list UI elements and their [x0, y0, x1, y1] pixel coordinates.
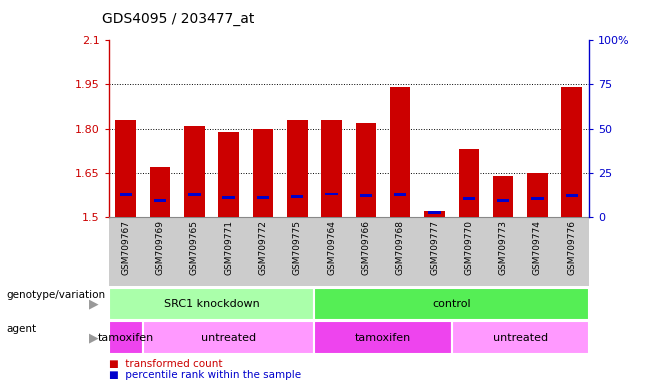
Bar: [566, 194, 578, 197]
Text: agent: agent: [7, 324, 37, 334]
Bar: [253, 129, 273, 217]
Bar: [459, 149, 479, 217]
Bar: [326, 192, 338, 195]
Text: untreated: untreated: [493, 333, 548, 343]
Text: genotype/variation: genotype/variation: [7, 290, 106, 300]
Bar: [150, 167, 170, 217]
Text: untreated: untreated: [201, 333, 256, 343]
Bar: [154, 199, 166, 202]
Bar: [287, 120, 307, 217]
Text: ▶: ▶: [89, 298, 99, 310]
Bar: [394, 193, 407, 196]
Text: GDS4095 / 203477_at: GDS4095 / 203477_at: [102, 12, 255, 25]
Text: ▶: ▶: [89, 331, 99, 344]
Bar: [355, 123, 376, 217]
Bar: [493, 176, 513, 217]
Bar: [390, 88, 411, 217]
Text: tamoxifen: tamoxifen: [355, 333, 411, 343]
Bar: [291, 195, 303, 198]
Bar: [531, 197, 544, 200]
Text: ■  transformed count: ■ transformed count: [109, 359, 222, 369]
Bar: [424, 211, 445, 217]
Bar: [321, 120, 342, 217]
Bar: [184, 126, 205, 217]
Text: tamoxifen: tamoxifen: [97, 333, 154, 343]
Bar: [463, 197, 475, 200]
Text: control: control: [432, 299, 471, 309]
Bar: [497, 199, 509, 202]
Bar: [120, 194, 132, 196]
Bar: [222, 196, 235, 199]
Bar: [428, 211, 441, 214]
Text: SRC1 knockdown: SRC1 knockdown: [164, 299, 259, 309]
Bar: [257, 196, 269, 199]
Bar: [561, 88, 582, 217]
Bar: [115, 120, 136, 217]
Bar: [188, 194, 201, 196]
Bar: [527, 173, 547, 217]
Text: ■  percentile rank within the sample: ■ percentile rank within the sample: [109, 370, 301, 380]
Bar: [218, 132, 239, 217]
Bar: [360, 194, 372, 197]
